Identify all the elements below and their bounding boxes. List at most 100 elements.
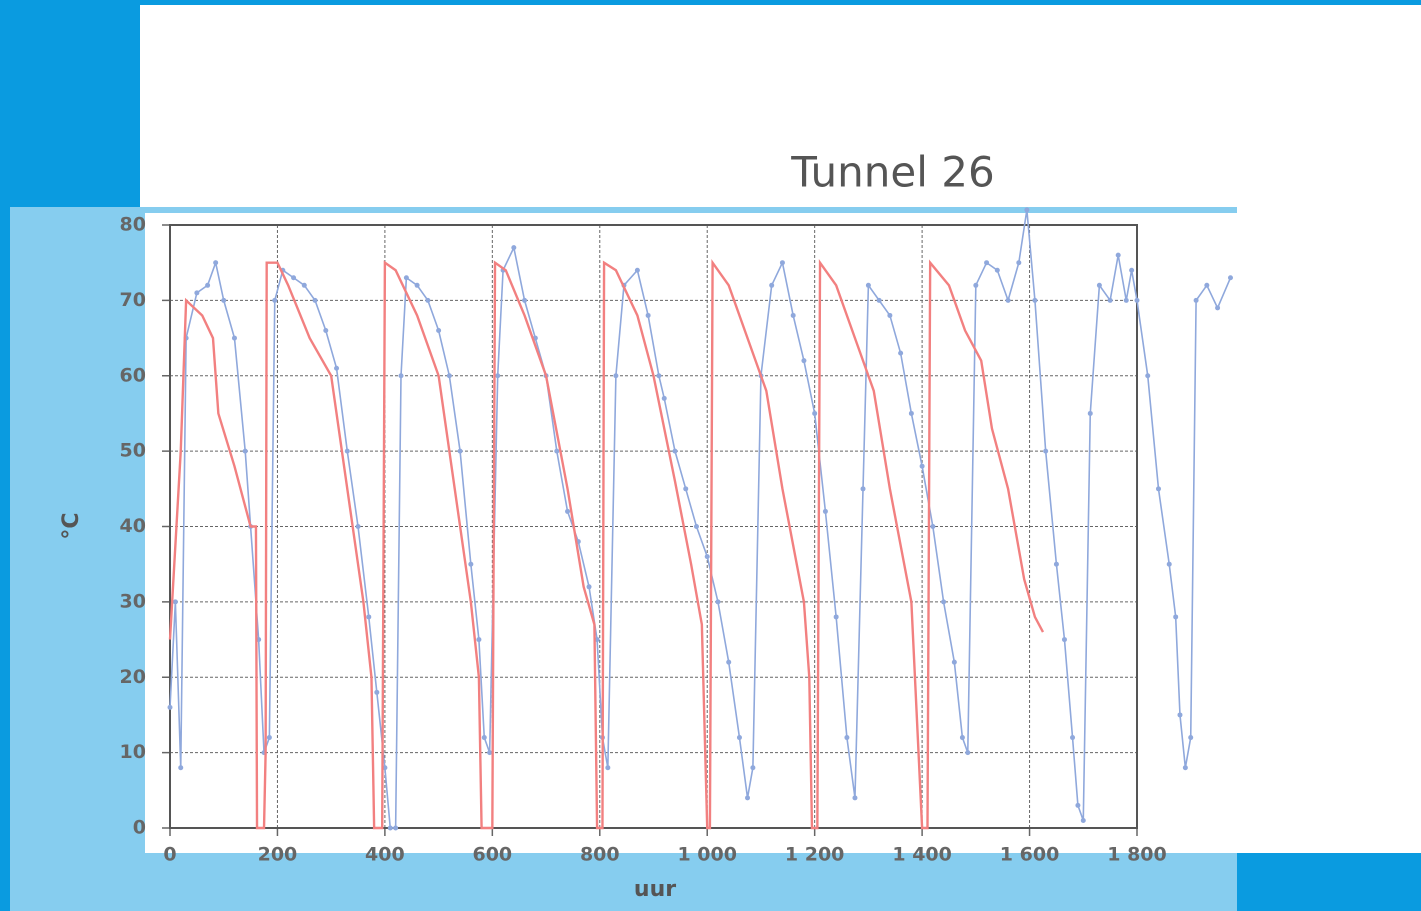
data-point: [1145, 373, 1151, 379]
data-point: [634, 267, 640, 273]
data-point: [565, 508, 571, 514]
data-point: [194, 290, 200, 296]
data-point: [495, 373, 501, 379]
data-point: [1061, 637, 1067, 643]
data-point: [1053, 561, 1059, 567]
data-point: [860, 486, 866, 492]
data-point: [779, 260, 785, 266]
data-point: [167, 704, 173, 710]
data-point: [522, 297, 528, 303]
data-point: [941, 599, 947, 605]
data-point: [930, 524, 936, 529]
data-point: [1024, 207, 1030, 213]
data-point: [1173, 614, 1179, 620]
data-point: [266, 735, 272, 741]
data-point: [852, 795, 858, 801]
data-point: [704, 554, 710, 560]
data-point: [994, 267, 1000, 273]
data-point: [344, 448, 350, 454]
data-point: [683, 486, 689, 492]
data-point: [1087, 410, 1093, 416]
y-tick-label: 40: [120, 515, 146, 537]
data-point: [833, 614, 839, 620]
data-point: [231, 335, 237, 341]
x-tick-label: 200: [258, 844, 298, 866]
data-point: [1166, 561, 1172, 567]
data-point: [301, 282, 307, 288]
data-point: [476, 637, 482, 643]
data-point: [790, 312, 796, 318]
data-point: [403, 275, 409, 281]
data-point: [511, 245, 517, 251]
data-point: [1177, 712, 1183, 718]
data-point: [172, 599, 178, 605]
y-tick-label: 70: [120, 289, 146, 311]
series-line: [168, 258, 1045, 830]
data-point: [973, 282, 979, 288]
data-point: [887, 312, 893, 318]
data-point: [1134, 297, 1140, 303]
data-point: [1155, 486, 1161, 492]
data-point: [661, 395, 667, 401]
data-point: [1204, 282, 1210, 288]
y-tick-label: 50: [120, 440, 146, 462]
data-point: [984, 260, 990, 266]
data-point: [213, 260, 219, 266]
data-point: [487, 750, 493, 756]
data-point: [1115, 252, 1121, 258]
data-point: [726, 659, 732, 665]
x-tick-label: 1 200: [785, 844, 845, 866]
data-point: [334, 365, 340, 371]
data-point: [1182, 765, 1188, 771]
data-point: [594, 637, 600, 643]
data-point: [398, 373, 404, 379]
data-point: [414, 282, 420, 288]
data-point: [750, 765, 756, 771]
data-point: [205, 282, 211, 288]
data-point: [374, 689, 380, 695]
x-tick-label: 1 000: [677, 844, 737, 866]
data-point: [242, 448, 248, 454]
data-point: [822, 508, 828, 514]
series-line: [169, 209, 1232, 829]
data-point: [393, 825, 399, 831]
data-point: [355, 524, 361, 529]
data-point: [656, 373, 662, 379]
data-point: [1070, 735, 1076, 741]
y-tick-label: 80: [120, 214, 146, 236]
data-point: [221, 297, 227, 303]
data-point: [715, 599, 721, 605]
data-point: [446, 373, 452, 379]
data-point: [812, 410, 818, 416]
x-tick-label: 600: [472, 844, 512, 866]
data-point: [1227, 275, 1233, 281]
data-point: [1096, 282, 1102, 288]
data-point: [312, 297, 318, 303]
data-point: [745, 795, 751, 801]
data-point: [672, 448, 678, 454]
data-point: [865, 282, 871, 288]
x-tick-label: 400: [365, 844, 405, 866]
y-tick-label: 60: [120, 364, 146, 386]
x-tick-label: 0: [163, 844, 176, 866]
data-point: [468, 561, 474, 567]
data-point: [769, 282, 775, 288]
x-tick-label: 1 600: [1000, 844, 1060, 866]
data-point: [436, 328, 442, 334]
data-point: [1016, 260, 1022, 266]
data-point: [951, 659, 957, 665]
plot-lines: [167, 207, 1233, 831]
data-point: [554, 448, 560, 454]
y-tick-label: 0: [133, 817, 146, 839]
data-point: [1107, 297, 1113, 303]
data-point: [387, 825, 393, 831]
x-tick-label: 800: [580, 844, 620, 866]
data-point: [898, 350, 904, 356]
data-point: [959, 735, 965, 741]
data-point: [1215, 305, 1221, 311]
data-point: [876, 297, 882, 303]
data-point: [366, 614, 372, 620]
data-point: [613, 373, 619, 379]
x-tick-label: 1 400: [892, 844, 952, 866]
